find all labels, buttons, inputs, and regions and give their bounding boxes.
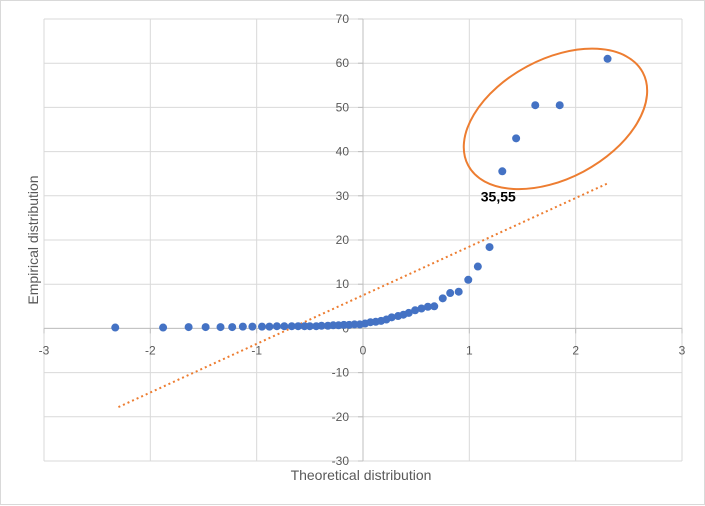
data-point (265, 322, 274, 331)
data-point (248, 322, 257, 331)
data-point (603, 54, 612, 63)
data-point (430, 302, 439, 311)
x-tick-label: 0 (360, 343, 367, 357)
data-point (498, 167, 507, 176)
y-tick-label: 60 (336, 56, 350, 70)
data-point (464, 275, 473, 284)
axes (43, 18, 683, 462)
y-tick-label: 30 (336, 189, 350, 203)
x-tick-label: -3 (39, 343, 50, 357)
data-point (184, 323, 193, 332)
x-tick-labels: -3 -2 -1 0 1 2 3 (39, 343, 686, 357)
data-point (512, 134, 521, 143)
highlight-ellipse-shape (462, 47, 649, 191)
data-point (305, 322, 314, 331)
y-tick-label: 10 (336, 277, 350, 291)
data-point (473, 262, 482, 271)
data-point (111, 323, 120, 332)
data-point (257, 322, 266, 331)
y-axis-title: Empirical distribution (25, 175, 41, 304)
x-tick-label: 3 (679, 343, 686, 357)
data-point (317, 321, 326, 330)
data-point (423, 302, 432, 311)
y-tick-label: -20 (332, 410, 350, 424)
x-tick-label: 1 (466, 343, 473, 357)
data-point (159, 323, 168, 332)
data-points (111, 54, 612, 332)
y-tick-label: 70 (336, 12, 350, 26)
y-tick-label: 20 (336, 233, 350, 247)
y-tick-label: 50 (336, 100, 350, 114)
y-tick-label: -10 (332, 366, 350, 380)
data-point (280, 322, 289, 331)
x-tick-label: -1 (251, 343, 262, 357)
x-tick-label: -2 (145, 343, 156, 357)
data-point (404, 308, 413, 317)
data-point (216, 323, 225, 332)
data-point (531, 101, 540, 110)
data-point (454, 287, 463, 296)
data-point (485, 243, 494, 252)
annotation-label: 35,55 (481, 188, 516, 204)
data-point (438, 294, 447, 303)
y-tick-label: -30 (332, 454, 350, 468)
data-point (238, 322, 247, 331)
annotations: 35,55 (481, 188, 516, 204)
data-point (417, 304, 426, 313)
y-tick-label: 0 (342, 321, 349, 335)
data-point (272, 322, 281, 331)
data-point (228, 323, 237, 332)
highlight-ellipse (462, 47, 649, 191)
data-point (201, 323, 210, 332)
data-point (555, 101, 564, 110)
y-tick-labels: -30 -20 -10 0 10 20 30 40 50 60 70 (332, 12, 350, 468)
x-tick-label: 2 (572, 343, 579, 357)
data-point (387, 313, 396, 322)
x-axis-title: Theoretical distribution (291, 467, 432, 483)
data-point (411, 306, 420, 315)
data-point (294, 322, 303, 331)
data-point (446, 289, 455, 298)
y-tick-label: 40 (336, 145, 350, 159)
data-point (287, 322, 296, 331)
